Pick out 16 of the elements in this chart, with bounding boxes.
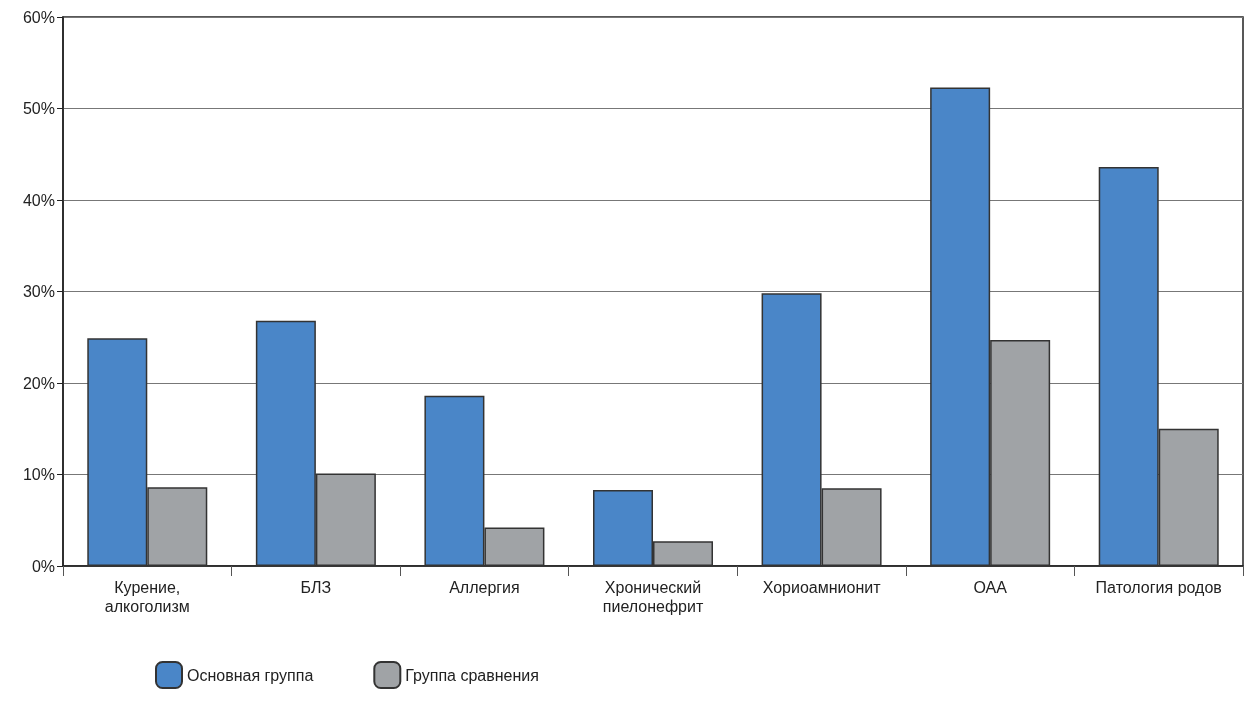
y-tick-label: 50%: [22, 100, 55, 117]
x-tick-label: Патология родов: [1095, 579, 1222, 596]
x-tick-label: Курение, алкоголизм: [104, 579, 190, 615]
y-tick-label: 0%: [31, 557, 55, 575]
x-tick-label: Хориоамнионит: [762, 579, 882, 596]
y-tick-label: 30%: [22, 283, 55, 300]
x-tick-label: БЛЗ: [300, 579, 332, 596]
x-tick-label: Хронический пиелонефрит: [602, 579, 704, 615]
y-tick-label: 40%: [22, 191, 55, 209]
legend-label: Основная группа: [187, 666, 314, 684]
y-tick-label: 20%: [22, 374, 55, 392]
x-tick-label: ОАА: [973, 579, 1008, 596]
legend-label: Группа сравнения: [405, 666, 539, 684]
x-tick-label: Аллергия: [449, 579, 520, 596]
y-tick-label: 10%: [22, 466, 55, 483]
y-tick-label: 60%: [22, 8, 55, 26]
